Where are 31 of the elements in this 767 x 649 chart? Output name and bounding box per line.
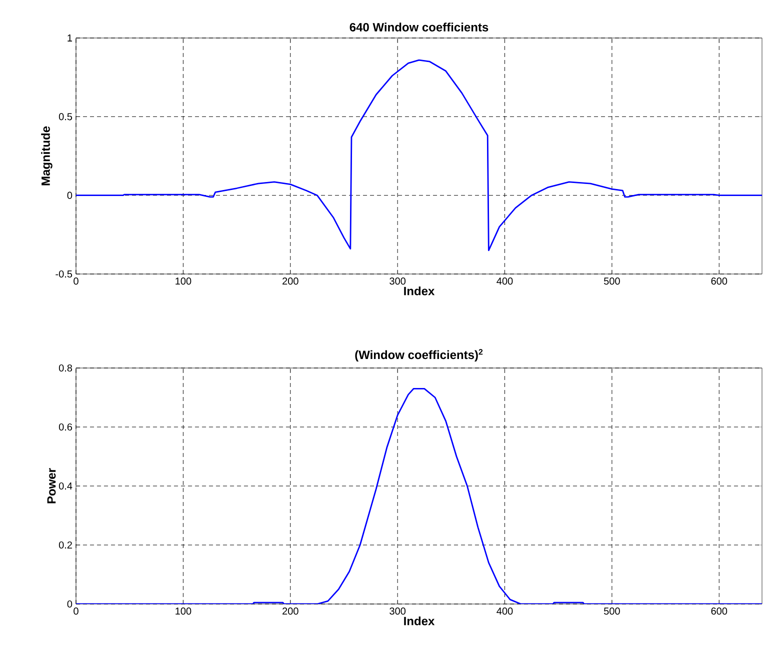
y-tick-label: 0 (67, 600, 72, 608)
x-tick-label: 500 (604, 608, 620, 615)
x-tick-label: 400 (496, 608, 513, 615)
y-tick-label: -0.5 (56, 270, 72, 278)
y-axis-title: Magnitude (41, 126, 52, 186)
x-tick-label: 300 (390, 608, 406, 615)
x-tick-label: 100 (176, 608, 192, 615)
line-series (76, 59, 762, 252)
x-tick-label: 0 (74, 608, 78, 615)
x-tick-label: 500 (604, 278, 620, 285)
y-tick-label: 0.2 (58, 541, 72, 549)
y-tick-label: 0.6 (58, 423, 72, 431)
y-axis-title: Power (47, 468, 56, 504)
x-axis-title: Index (404, 616, 435, 626)
x-tick-label: 400 (496, 278, 513, 285)
x-axis-title: Index (404, 286, 435, 296)
y-tick-label: 0 (67, 192, 72, 199)
x-tick-label: 100 (176, 278, 192, 285)
y-tick-label: 0.5 (58, 113, 72, 120)
x-tick-label: 200 (282, 278, 298, 285)
chart-title: 640 Window coefficients (350, 22, 488, 32)
x-tick-label: 200 (282, 608, 298, 615)
y-tick-label: 0.4 (58, 482, 72, 490)
x-tick-label: 300 (390, 278, 406, 285)
x-tick-label: 600 (711, 608, 728, 615)
line-series (76, 388, 762, 604)
chart-title: (Window coefficients)$^{2}$ (355, 349, 483, 362)
y-tick-label: 0.8 (58, 364, 72, 372)
y-tick-label: 1 (68, 34, 72, 42)
x-tick-label: 600 (711, 278, 728, 285)
x-tick-label: 0 (74, 278, 78, 285)
